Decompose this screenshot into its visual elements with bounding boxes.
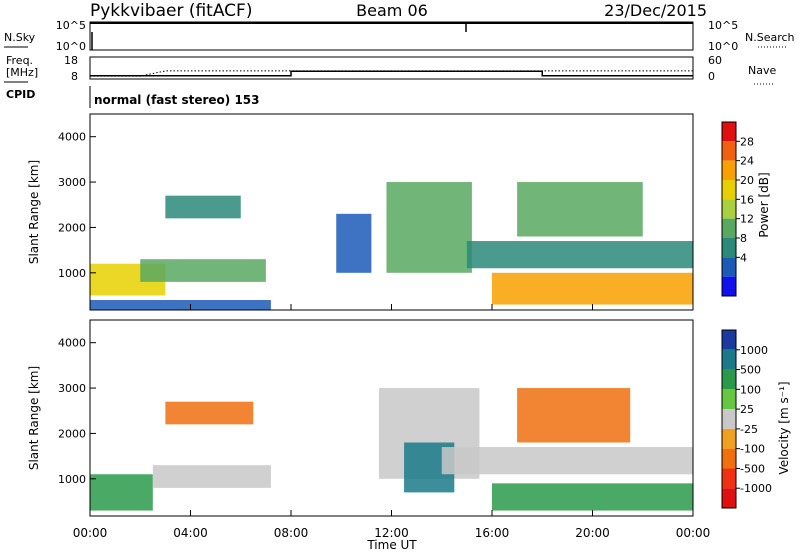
nave-tick-top: 60 [708,54,722,67]
cpid-label: CPID [6,88,35,101]
freq-tick-bottom: 8 [71,70,78,83]
freq-panel [89,56,694,80]
colorbar-tick-label: 12 [740,213,754,226]
heatmap-cell [165,195,241,219]
velocity-ylabel: Slant Range [km] [27,366,41,470]
colorbar-swatch [722,330,736,350]
colorbar-tick-label: 25 [740,403,754,416]
beam-title: Beam 06 [356,1,428,20]
colorbar-tick-label: 100 [740,383,761,396]
colorbar-tick-label: -1000 [740,482,772,495]
heatmap-cell [165,401,254,425]
heatmap-cell [140,259,266,282]
colorbar-swatch [722,488,736,508]
nsky-label: N.Sky [4,31,36,44]
colorbar-swatch [722,448,736,469]
xtick-label: 00:00 [73,526,108,540]
colorbar-tick-label: 4 [740,251,747,264]
ytick-label: 3000 [58,176,86,189]
heatmap-cell [492,483,693,511]
nsearch-tick-bottom: 10^0 [708,40,738,53]
colorbar-swatch [722,468,736,489]
colorbar-swatch [722,218,736,238]
freq-tick-top: 18 [64,54,78,67]
colorbar-swatch [722,199,736,219]
power-colorbar-label: Power [dB] [757,172,771,237]
ytick-label: 1000 [58,473,86,486]
heatmap-cell [517,388,631,443]
heatmap-cell [90,474,153,511]
colorbar-tick-label: 24 [740,155,754,168]
station-title: Pykkvibaer (fitACF) [90,1,252,21]
nave-label: Nave [748,64,776,77]
power-yaxis: 4000 3000 2000 1000 [58,131,96,280]
freq-label-1: Freq. [6,54,33,67]
colorbar-tick-label: -25 [740,423,758,436]
power-ylabel: Slant Range [km] [27,160,41,264]
heatmap-cell [517,182,643,237]
colorbar-swatch [722,409,736,429]
colorbar-frame [721,329,737,509]
nsky-panel [89,21,694,51]
xtick-label: 00:00 [676,526,711,540]
ytick-label: 1000 [58,267,86,280]
colorbar-tick-label: -500 [740,462,765,475]
colorbar-swatch [722,160,736,180]
colorbar-swatch [722,428,736,449]
freq-label-2: [MHz] [6,66,38,79]
heatmap-cell [492,272,693,305]
heatmap-cell [90,300,271,310]
ytick-label: 4000 [58,337,86,350]
xtick-label: 04:00 [173,526,208,540]
xaxis-label: Time UT [366,538,417,552]
date-title: 23/Dec/2015 [604,1,707,20]
colorbar-swatch [722,389,736,410]
heatmap-cell [386,182,472,273]
colorbar-frame [721,121,737,297]
heatmap-cell [441,447,693,475]
colorbar-tick-label: 20 [740,174,754,187]
ytick-label: 3000 [58,382,86,395]
xtick-label: 16:00 [475,526,510,540]
nsky-tick-bottom: 10^0 [56,40,86,53]
nave-tick-bottom: 0 [708,70,715,83]
velocity-yaxis: 4000 3000 2000 1000 [58,337,96,486]
velocity-heatmap [90,388,693,511]
colorbar-tick-label: 8 [740,232,747,245]
colorbar-swatch [722,349,736,370]
heatmap-cell [466,241,693,269]
xtick-label: 20:00 [575,526,610,540]
power-colorbar: 28 24 20 16 12 8 4 [721,121,754,297]
nave-line [90,70,693,77]
colorbar-tick-label: 1000 [740,344,768,357]
xtick-label: 08:00 [274,526,309,540]
heatmap-cell [336,213,372,273]
ytick-label: 2000 [58,427,86,440]
xtick-label: 12:00 [374,526,409,540]
power-heatmap [90,182,693,310]
velocity-colorbar-label: Velocity [m s⁻¹] [777,381,791,474]
colorbar-swatch [722,180,736,200]
colorbar-swatch [722,369,736,390]
colorbar-tick-label: 16 [740,193,754,206]
cpid-value: normal (fast stereo) 153 [94,93,260,107]
time-axis: 00:00 04:00 08:00 12:00 16:00 20:00 00:00 [73,304,711,540]
nsearch-label: N.Search [745,31,795,44]
ytick-label: 4000 [58,131,86,144]
nsearch-tick-top: 10^5 [708,19,738,32]
freq-line [90,70,693,77]
colorbar-swatch [722,238,736,258]
colorbar-tick-label: 500 [740,364,761,377]
colorbar-swatch [722,141,736,161]
velocity-colorbar: 1000 500 100 25 -25 -100 -500 -1000 [721,329,772,509]
colorbar-swatch [722,122,736,142]
colorbar-tick-label: 28 [740,135,754,148]
heatmap-cell [152,465,271,488]
nsky-tick-top: 10^5 [56,19,86,32]
ytick-label: 2000 [58,221,86,234]
colorbar-swatch [722,257,736,277]
colorbar-swatch [722,276,736,296]
colorbar-tick-label: -100 [740,443,765,456]
